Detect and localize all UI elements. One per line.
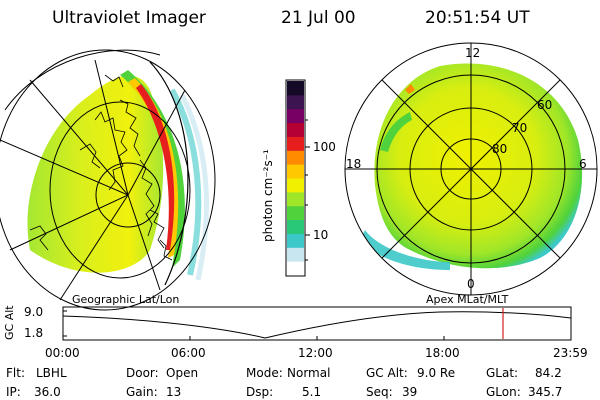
timeline-tick-4: 23:59 — [553, 346, 588, 360]
timeline-y-top: 9.0 — [24, 305, 44, 319]
magnetic-map — [344, 42, 598, 296]
door-label: Door: — [126, 366, 159, 380]
gcalt-label: GC Alt: — [366, 366, 408, 380]
mode-value: Normal — [287, 366, 331, 380]
timeline-tick-3: 18:00 — [425, 346, 460, 360]
colorbar-cell — [287, 150, 304, 165]
date-label: 21 Jul 00 — [281, 8, 356, 28]
colorbar-cell — [287, 94, 304, 110]
dsp-label: Dsp: — [246, 385, 274, 399]
colorbar-tick-100: 100 — [313, 140, 336, 154]
gcalt-value: 9.0 Re — [417, 366, 456, 380]
apex-caption: Apex MLat/MLT — [426, 293, 509, 306]
colorbar-cell — [287, 191, 304, 207]
ip-value: 36.0 — [34, 385, 61, 399]
timeline-y-bottom: 1.8 — [24, 326, 44, 340]
geographic-map — [0, 49, 216, 311]
flt-value: LBHL — [36, 366, 67, 380]
mlt-0-label: 0 — [467, 277, 475, 291]
door-value: Open — [166, 366, 199, 380]
geographic-caption: Geographic Lat/Lon — [72, 293, 180, 306]
colorbar-cell — [287, 164, 304, 179]
timeline-tick-2: 12:00 — [298, 346, 333, 360]
mlat-70-label: 70 — [512, 121, 528, 135]
seq-value: 39 — [402, 385, 418, 399]
colorbar-cell — [287, 233, 304, 248]
color-scale-bar — [285, 79, 310, 277]
colorbar-tick-10: 10 — [313, 228, 329, 242]
colorbar-cell — [287, 136, 304, 151]
colorbar-cell — [287, 108, 304, 124]
mode-label: Mode: — [246, 366, 283, 380]
mlat-60-label: 60 — [537, 98, 553, 112]
auroral-arc-core — [136, 84, 175, 250]
mlt-18-label: 18 — [346, 157, 362, 171]
glat-label: GLat: — [486, 366, 519, 380]
time-label: 20:51:54 UT — [425, 8, 530, 28]
instrument-title: Ultraviolet Imager — [52, 8, 206, 28]
gain-value: 13 — [166, 385, 182, 399]
colorbar-cell — [287, 247, 304, 262]
colorbar-cell — [287, 81, 304, 96]
glon-value: 345.7 — [528, 385, 563, 399]
colorbar-cell — [287, 261, 304, 276]
flt-label: Flt: — [6, 366, 25, 380]
emission-right — [374, 63, 583, 269]
altitude-curve — [62, 311, 572, 339]
timeline-tick-0: 00:00 — [45, 346, 80, 360]
ip-label: IP: — [6, 385, 21, 399]
glon-label: GLon: — [486, 385, 521, 399]
timeline-y-label: GC Alt — [3, 305, 16, 340]
glat-value: 84.2 — [535, 366, 562, 380]
mlt-6-label: 6 — [579, 157, 587, 171]
gain-label: Gain: — [126, 385, 158, 399]
colorbar-unit-label: photon cm⁻²s⁻¹ — [261, 149, 275, 242]
seq-label: Seq: — [366, 385, 393, 399]
mlat-80-label: 80 — [492, 142, 508, 156]
orbit-timeline — [62, 306, 572, 341]
colorbar-cell — [287, 122, 304, 137]
timeline-tick-1: 06:00 — [171, 346, 206, 360]
dsp-value: 5.1 — [302, 385, 322, 399]
mlt-12-label: 12 — [465, 46, 481, 60]
colorbar-cell — [287, 178, 304, 193]
colorbar-cell — [287, 219, 304, 234]
emission-left — [27, 75, 164, 273]
colorbar-cell — [287, 205, 304, 221]
